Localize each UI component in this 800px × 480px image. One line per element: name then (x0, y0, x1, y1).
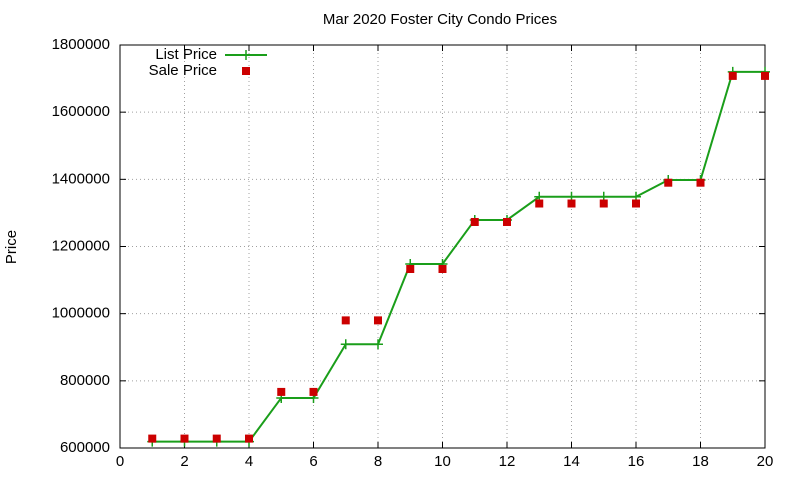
chart-title: Mar 2020 Foster City Condo Prices (323, 11, 557, 28)
y-tick-label: 800000 (60, 372, 110, 389)
data-point (212, 434, 221, 443)
y-tick-label: 600000 (60, 439, 110, 456)
x-tick-label: 0 (116, 453, 124, 470)
x-tick-label: 8 (374, 453, 382, 470)
y-tick-label: 1800000 (52, 36, 110, 53)
data-point (180, 434, 189, 443)
legend-marker (241, 50, 251, 60)
data-point (567, 199, 576, 208)
data-point (696, 178, 705, 187)
data-point (245, 434, 253, 443)
data-point (728, 71, 737, 80)
x-tick-label: 14 (563, 453, 580, 470)
data-point (761, 71, 769, 80)
data-point (373, 339, 383, 350)
data-line (152, 70, 765, 443)
x-tick-label: 18 (692, 453, 709, 470)
data-point (664, 178, 673, 187)
x-tick-label: 12 (499, 453, 516, 470)
data-point (309, 387, 318, 396)
data-point (277, 387, 286, 396)
data-point (148, 434, 157, 443)
x-tick-label: 6 (309, 453, 317, 470)
x-tick-label: 4 (245, 453, 253, 470)
data-point (470, 217, 479, 226)
data-point (535, 199, 544, 208)
data-point (632, 199, 640, 208)
x-tick-label: 2 (180, 453, 188, 470)
data-point (599, 199, 608, 208)
y-tick-label: 1400000 (52, 170, 110, 187)
data-point (406, 265, 415, 274)
plot-frame (119, 44, 766, 449)
x-tick-label: 20 (757, 453, 774, 470)
legend-label: List Price (155, 46, 217, 63)
data-point (438, 265, 447, 274)
y-axis-label: Price (3, 230, 20, 264)
x-tick-label: 16 (628, 453, 645, 470)
legend-label: Sale Price (149, 62, 217, 79)
data-point (374, 316, 382, 325)
data-point (503, 217, 511, 226)
legend-marker (242, 67, 250, 75)
y-tick-label: 1200000 (52, 237, 110, 254)
data-point (340, 339, 351, 350)
y-tick-label: 1600000 (52, 103, 110, 120)
y-tick-label: 1000000 (52, 305, 110, 322)
x-tick-label: 10 (434, 453, 451, 470)
data-point (341, 316, 350, 325)
